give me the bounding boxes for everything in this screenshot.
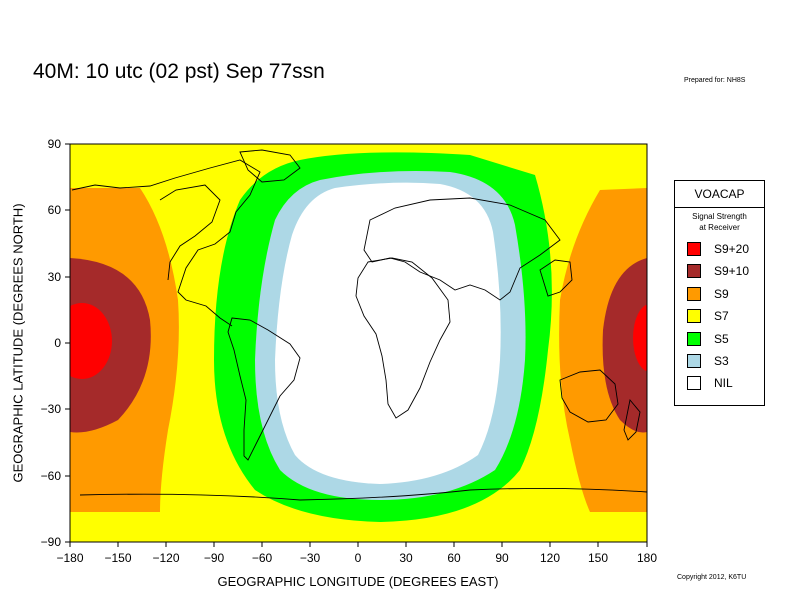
- legend-item-s9plus10: S9+10: [687, 263, 749, 279]
- x-tick-label: −150: [104, 551, 132, 565]
- legend-title: VOACAP: [675, 181, 764, 208]
- legend-item-s5: S5: [687, 331, 729, 347]
- legend-item-nil: NIL: [687, 375, 733, 391]
- signal-legend: VOACAP Signal Strength at Receiver S9+20…: [674, 180, 765, 406]
- x-tick-label: 180: [636, 551, 658, 565]
- map-title: 40M: 10 utc (02 pst) Sep 77ssn: [33, 60, 325, 83]
- x-tick-label: −90: [203, 551, 225, 565]
- coverage-zones: [70, 144, 647, 542]
- legend-item-label: S9+20: [714, 242, 750, 256]
- x-tick-label: −180: [56, 551, 84, 565]
- legend-item-label: S7: [714, 309, 729, 323]
- y-tick-label: −30: [40, 402, 61, 416]
- legend-swatch: [687, 309, 701, 323]
- legend-swatch: [687, 332, 701, 346]
- y-tick-label: −90: [40, 535, 61, 549]
- x-axis-label: GEOGRAPHIC LONGITUDE (DEGREES EAST): [217, 574, 499, 589]
- legend-item-s9plus20: S9+20: [687, 241, 749, 257]
- legend-item-label: S5: [714, 332, 729, 346]
- copyright-note: Copyright 2012, K6TU: [677, 574, 747, 581]
- y-tick-label: 90: [47, 137, 61, 151]
- zone-s9plus20-west: [70, 303, 112, 379]
- coastlines: [71, 149, 647, 501]
- legend-subtitle: Signal Strength at Receiver: [675, 211, 764, 233]
- legend-item-label: S9: [714, 287, 729, 301]
- y-tick-label: 60: [47, 203, 61, 217]
- legend-swatch: [687, 242, 701, 256]
- x-tick-label: −60: [251, 551, 273, 565]
- legend-item-s3: S3: [687, 353, 729, 369]
- legend-item-s9: S9: [687, 286, 729, 302]
- y-tick-label: −60: [40, 469, 61, 483]
- y-tick-label: 30: [47, 270, 61, 284]
- legend-item-s7: S7: [687, 308, 729, 324]
- legend-swatch: [687, 376, 701, 390]
- x-tick-label: 30: [399, 551, 413, 565]
- y-ticks: [65, 143, 70, 543]
- legend-item-label: NIL: [714, 376, 733, 390]
- x-tick-label: 120: [539, 551, 561, 565]
- x-tick-label: 150: [587, 551, 609, 565]
- x-tick-label: 90: [495, 551, 509, 565]
- x-ticks: [69, 542, 648, 547]
- zone-s9plus10-east: [602, 258, 647, 433]
- x-tick-label: −30: [299, 551, 321, 565]
- x-tick-label: 60: [447, 551, 461, 565]
- zone-s9plus20-east: [633, 304, 647, 372]
- legend-subtitle-line2: at Receiver: [699, 223, 740, 232]
- legend-subtitle-line1: Signal Strength: [692, 212, 747, 221]
- legend-swatch: [687, 354, 701, 368]
- legend-item-label: S3: [714, 354, 729, 368]
- prepared-for-note: Prepared for: NH8S: [684, 77, 746, 84]
- legend-item-label: S9+10: [714, 264, 750, 278]
- x-tick-label: −120: [152, 551, 180, 565]
- legend-swatch: [687, 264, 701, 278]
- legend-swatch: [687, 287, 701, 301]
- zone-nil: [275, 182, 501, 484]
- y-tick-label: 0: [54, 336, 61, 350]
- x-tick-label: 0: [354, 551, 362, 565]
